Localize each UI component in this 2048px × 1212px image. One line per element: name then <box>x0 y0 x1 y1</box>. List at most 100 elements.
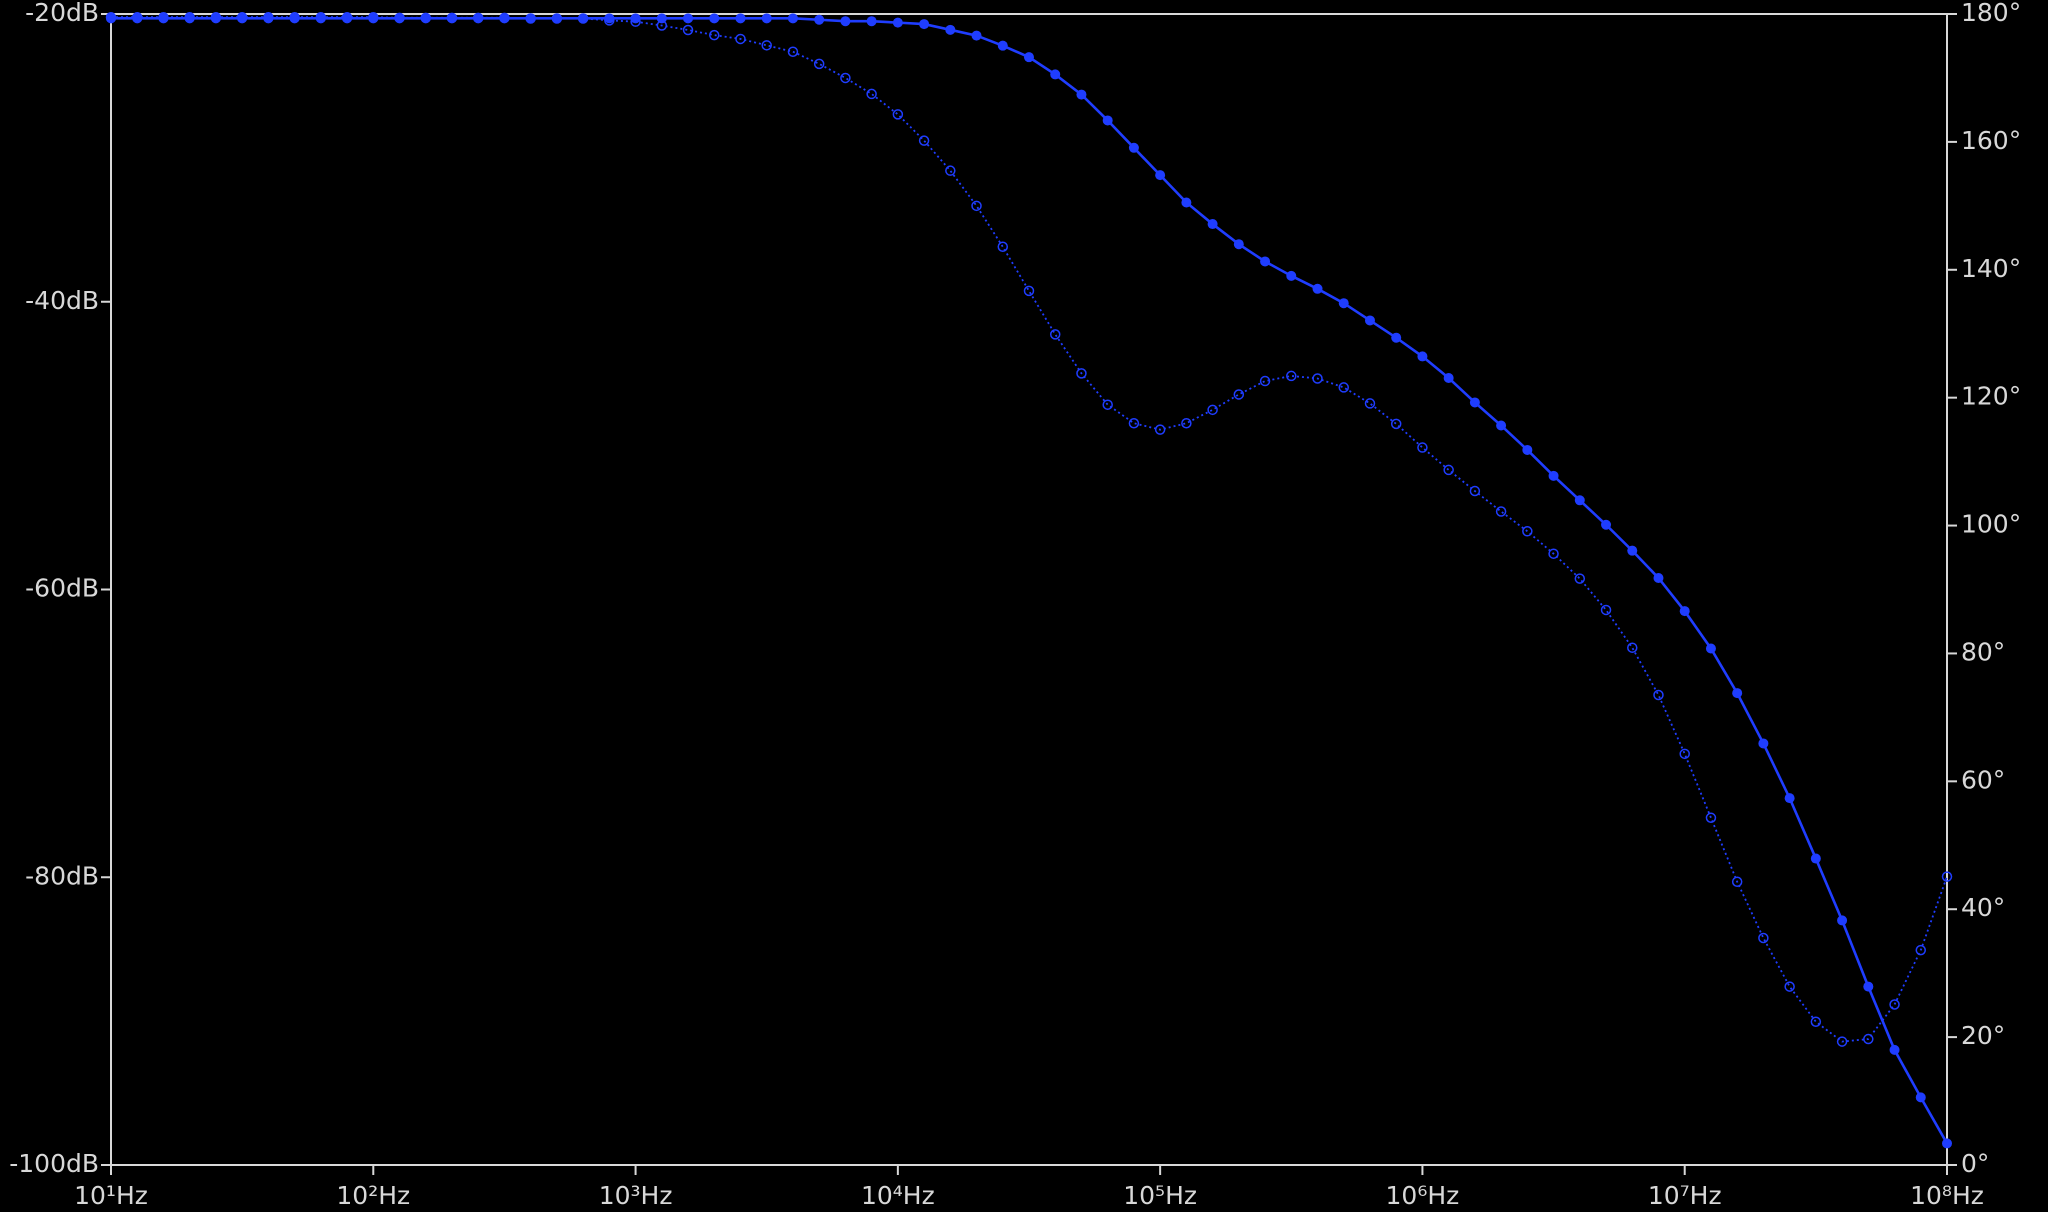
data-point <box>158 11 169 23</box>
data-point <box>1023 52 1034 63</box>
data-point <box>761 40 772 51</box>
data-point <box>1391 332 1402 343</box>
data-point <box>1653 572 1664 583</box>
data-point <box>1942 1138 1952 1149</box>
data-point <box>1627 642 1638 653</box>
data-point <box>1286 270 1297 281</box>
data-point <box>1627 545 1638 556</box>
data-point <box>919 19 930 30</box>
data-point <box>709 13 720 24</box>
data-point <box>1312 373 1323 384</box>
data-point <box>1338 382 1349 393</box>
data-point <box>1863 981 1874 992</box>
data-point <box>499 13 510 24</box>
y-tick-label: -20dB <box>25 0 99 27</box>
data-point <box>1495 506 1507 517</box>
data-point <box>630 13 641 24</box>
data-point <box>708 29 720 41</box>
data-point <box>1705 643 1716 654</box>
data-point <box>1181 417 1192 429</box>
data-point <box>735 13 746 24</box>
data-point <box>1784 981 1795 992</box>
x-tick-label: 10⁴Hz <box>861 1181 935 1210</box>
data-point <box>1758 738 1769 749</box>
data-point <box>945 24 956 35</box>
x-tick-label: 10¹Hz <box>74 1181 148 1210</box>
data-point <box>997 241 1009 253</box>
data-point <box>971 30 982 41</box>
data-point <box>1181 197 1192 208</box>
data-point <box>682 24 694 36</box>
x-tick-label: 10⁶Hz <box>1386 1181 1460 1210</box>
data-point <box>1889 999 1900 1010</box>
data-point <box>1417 442 1428 453</box>
data-point <box>1312 283 1323 294</box>
data-point <box>761 13 772 24</box>
data-point <box>472 12 484 24</box>
data-point <box>263 11 274 23</box>
data-point <box>289 11 300 23</box>
data-point <box>1548 548 1559 559</box>
y2-tick-label: 60° <box>1961 765 2005 794</box>
data-point <box>1049 329 1061 340</box>
data-point <box>1364 398 1376 409</box>
data-point <box>1863 1033 1874 1045</box>
data-point <box>1102 399 1113 410</box>
data-point <box>1522 444 1533 455</box>
data-point <box>1128 417 1140 429</box>
data-point <box>394 12 405 24</box>
data-point <box>1810 1016 1822 1028</box>
data-point <box>420 12 432 24</box>
data-point <box>866 88 877 100</box>
data-point <box>840 72 851 84</box>
data-point <box>1601 519 1612 530</box>
y-tick-label: -80dB <box>25 861 99 890</box>
data-point <box>368 11 379 23</box>
data-point <box>1260 256 1271 267</box>
data-point <box>1548 470 1559 481</box>
data-point <box>1810 853 1821 864</box>
data-point <box>1207 219 1218 230</box>
data-point <box>525 13 536 24</box>
data-point <box>1574 495 1585 506</box>
data-point <box>814 14 825 25</box>
data-point <box>341 11 353 23</box>
data-point <box>1155 170 1166 181</box>
data-point <box>1941 871 1953 882</box>
data-point <box>1390 418 1402 430</box>
data-point <box>787 13 798 24</box>
data-point <box>604 15 615 26</box>
data-point <box>1496 420 1507 431</box>
data-point <box>420 13 431 24</box>
y-tick-label: -100dB <box>9 1149 99 1178</box>
y2-tick-label: 180° <box>1961 0 2021 27</box>
data-point <box>1522 526 1533 537</box>
data-point <box>1469 485 1481 497</box>
data-point <box>656 13 667 24</box>
y2-tick-label: 80° <box>1961 637 2005 666</box>
data-point <box>473 13 484 24</box>
data-point <box>551 13 563 24</box>
data-point <box>1784 793 1795 804</box>
data-point <box>1600 604 1612 616</box>
y2-tick-label: 120° <box>1961 382 2021 411</box>
plot-frame <box>110 13 1948 1166</box>
data-point <box>813 58 825 70</box>
data-point <box>210 11 222 23</box>
data-point <box>1023 285 1035 297</box>
x-tick-label: 10⁵Hz <box>1123 1181 1197 1210</box>
data-point <box>683 13 694 24</box>
data-point <box>1076 89 1087 100</box>
data-point <box>1102 115 1113 126</box>
data-point <box>630 16 641 27</box>
data-point <box>1731 876 1743 887</box>
data-point <box>184 11 195 23</box>
data-point <box>131 11 143 23</box>
data-point <box>1286 370 1297 382</box>
data-point <box>1050 69 1061 80</box>
data-point <box>1338 298 1349 309</box>
data-point <box>1364 315 1375 326</box>
data-point <box>1469 397 1480 408</box>
